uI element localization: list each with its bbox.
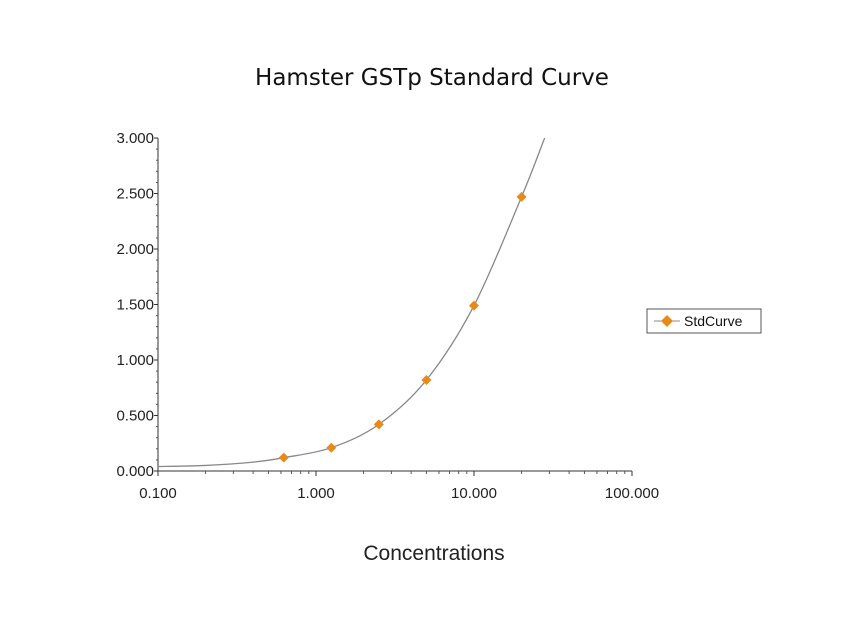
data-point	[278, 452, 289, 463]
y-tick-label: 3.000	[116, 130, 154, 147]
chart-title: Hamster GSTp Standard Curve	[255, 65, 609, 91]
data-point	[421, 374, 432, 385]
y-tick-label: 2.000	[116, 241, 154, 258]
fit-curve	[157, 137, 546, 468]
axes: 0.000 0.500 1.000 1.500 2.000 2.500 3.000 0.100…	[116, 130, 659, 502]
data-point	[469, 300, 479, 311]
legend: StdCurve	[646, 308, 762, 334]
x-tick-label: 1.000	[297, 485, 335, 502]
legend-marker	[661, 315, 673, 327]
y-tick-label: 1.500	[116, 297, 154, 314]
fit-curve-line	[157, 137, 546, 468]
y-tick-label: 1.000	[116, 352, 154, 369]
x-axis-label: Concentrations	[363, 542, 504, 565]
data-point	[326, 442, 337, 453]
data-point	[373, 419, 384, 430]
data-points	[278, 191, 527, 463]
x-tick-label: 10.000	[451, 485, 497, 502]
legend-label: StdCurve	[684, 313, 743, 329]
y-tick-label: 0.000	[116, 463, 154, 480]
x-tick-label: 0.100	[139, 485, 177, 502]
y-tick-label: 2.500	[116, 186, 154, 203]
data-point	[516, 191, 527, 202]
y-tick-label: 0.500	[116, 408, 154, 425]
x-tick-label: 100.000	[605, 485, 659, 502]
